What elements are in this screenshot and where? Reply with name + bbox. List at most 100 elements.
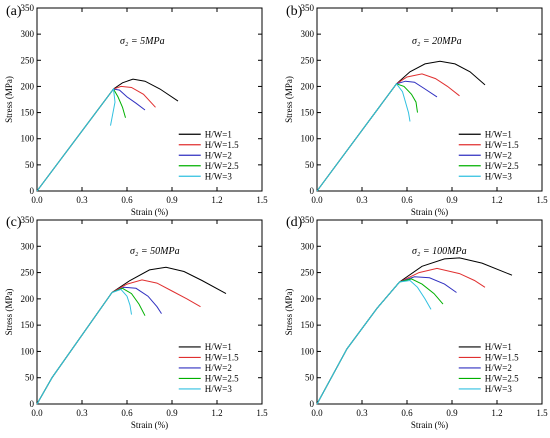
x-tick-label: 0.6 xyxy=(121,408,133,418)
panel-label: (c) xyxy=(6,215,22,230)
y-tick-label: 250 xyxy=(301,55,315,65)
x-axis-label: Strain (%) xyxy=(131,420,168,430)
series-line-H-W-2 xyxy=(36,286,162,405)
y-tick-label: 150 xyxy=(301,108,315,118)
y-tick-label: 200 xyxy=(21,81,35,91)
y-tick-label: 100 xyxy=(301,346,315,356)
series-line-H-W-3 xyxy=(316,82,411,192)
x-tick-label: 1.5 xyxy=(256,408,268,418)
y-tick-label: 200 xyxy=(301,294,315,304)
legend-label: H/W=2 xyxy=(205,150,232,160)
panel-b: (b) σ₂ = 20MPa 0.0 0.3 0.6 0.9 1.2 1.5 0 50 100 1… xyxy=(284,3,548,217)
panel-c: (c) σ₂ = 50MPa 0.0 0.3 0.6 0.9 1.2 1.5 0 50 100 1… xyxy=(4,215,268,430)
legend-label: H/W=2.5 xyxy=(205,161,239,171)
legend-label: H/W=2.5 xyxy=(485,373,519,383)
legend-label: H/W=1.5 xyxy=(205,352,239,362)
y-axis-label: Stress (MPa) xyxy=(4,76,14,123)
y-tick-label: 350 xyxy=(301,215,315,225)
y-tick-label: 250 xyxy=(301,268,315,278)
legend-label: H/W=2 xyxy=(485,363,512,373)
legend-label: H/W=1 xyxy=(205,129,232,139)
y-axis-label: Stress (MPa) xyxy=(284,76,294,123)
panel-d: (d) σ₂ = 100MPa 0.0 0.3 0.6 0.9 1.2 1.5 0 50 100… xyxy=(284,215,548,430)
series-line-H-W-1-5 xyxy=(316,73,460,192)
x-tick-label: 1.2 xyxy=(211,408,222,418)
plot-frame xyxy=(316,219,543,405)
y-tick-label: 50 xyxy=(25,160,35,170)
legend-label: H/W=3 xyxy=(485,171,513,181)
y-tick-label: 50 xyxy=(25,373,35,383)
y-tick-label: 0 xyxy=(310,399,315,409)
legend-label: H/W=1 xyxy=(485,129,512,139)
series-line-H-W-2-5 xyxy=(36,88,126,192)
x-tick-label: 1.5 xyxy=(536,408,548,418)
y-tick-label: 300 xyxy=(21,29,35,39)
x-tick-label: 0.0 xyxy=(31,195,43,205)
x-tick-label: 1.2 xyxy=(491,408,502,418)
series-line-H-W-3 xyxy=(316,279,432,405)
y-tick-label: 50 xyxy=(305,373,315,383)
y-tick-label: 0 xyxy=(30,399,35,409)
y-axis-label: Stress (MPa) xyxy=(284,289,294,336)
y-tick-label: 0 xyxy=(30,186,35,196)
y-tick-label: 150 xyxy=(21,320,35,330)
y-tick-label: 300 xyxy=(301,29,315,39)
y-tick-label: 200 xyxy=(301,81,315,91)
series-line-H-W-1 xyxy=(316,257,513,405)
legend-label: H/W=3 xyxy=(205,171,233,181)
series-line-H-W-2 xyxy=(316,80,438,192)
y-tick-label: 300 xyxy=(21,241,35,251)
sigma-label: σ₂ = 50MPa xyxy=(130,246,180,257)
x-tick-label: 0.6 xyxy=(401,408,413,418)
x-tick-label: 0.9 xyxy=(446,195,458,205)
y-tick-label: 250 xyxy=(21,268,35,278)
panel-a: (a) σ₂ = 5MPa 0.0 0.3 0.6 0.9 1.2 1.5 0 50 100 15… xyxy=(4,3,268,217)
x-axis-label: Strain (%) xyxy=(131,207,168,217)
legend-label: H/W=1.5 xyxy=(485,352,519,362)
y-tick-label: 50 xyxy=(305,160,315,170)
x-tick-label: 1.2 xyxy=(491,195,502,205)
y-tick-label: 0 xyxy=(310,186,315,196)
y-tick-label: 100 xyxy=(21,346,35,356)
series-line-H-W-2-5 xyxy=(36,287,146,405)
legend-label: H/W=2.5 xyxy=(485,161,519,171)
legend-label: H/W=1.5 xyxy=(205,140,239,150)
x-tick-label: 0.0 xyxy=(311,195,323,205)
plot-frame xyxy=(36,219,263,405)
panel-label: (a) xyxy=(6,4,22,19)
series-line-H-W-2 xyxy=(36,88,146,192)
y-tick-label: 250 xyxy=(21,55,35,65)
y-tick-label: 150 xyxy=(21,108,35,118)
legend-label: H/W=1 xyxy=(485,342,512,352)
x-tick-label: 0.3 xyxy=(356,195,368,205)
sigma-label: σ₂ = 100MPa xyxy=(412,246,467,257)
series-line-H-W-1-5 xyxy=(36,279,201,405)
legend-label: H/W=1 xyxy=(205,342,232,352)
y-axis-label: Stress (MPa) xyxy=(4,289,14,336)
legend-label: H/W=3 xyxy=(205,384,233,394)
x-tick-label: 0.3 xyxy=(356,408,368,418)
series-line-H-W-1 xyxy=(36,78,179,192)
y-tick-label: 300 xyxy=(301,241,315,251)
legend-label: H/W=3 xyxy=(485,384,513,394)
y-tick-label: 100 xyxy=(301,134,315,144)
x-tick-label: 0.0 xyxy=(311,408,323,418)
legend-label: H/W=1.5 xyxy=(485,140,519,150)
panel-label: (d) xyxy=(286,215,303,230)
series-line-H-W-2-5 xyxy=(316,83,418,192)
panel-label: (b) xyxy=(286,4,303,19)
x-tick-label: 0.6 xyxy=(401,195,413,205)
legend-label: H/W=2 xyxy=(485,150,512,160)
x-tick-label: 0.9 xyxy=(166,408,178,418)
plot-frame xyxy=(36,7,263,192)
series-line-H-W-1-5 xyxy=(316,267,486,405)
x-tick-label: 1.2 xyxy=(211,195,222,205)
x-tick-label: 0.3 xyxy=(76,195,88,205)
y-tick-label: 350 xyxy=(21,3,35,13)
series-line-H-W-3 xyxy=(36,288,132,405)
x-tick-label: 0.3 xyxy=(76,408,88,418)
x-axis-label: Strain (%) xyxy=(411,420,448,430)
x-tick-label: 1.5 xyxy=(256,195,268,205)
legend-label: H/W=2 xyxy=(205,363,232,373)
